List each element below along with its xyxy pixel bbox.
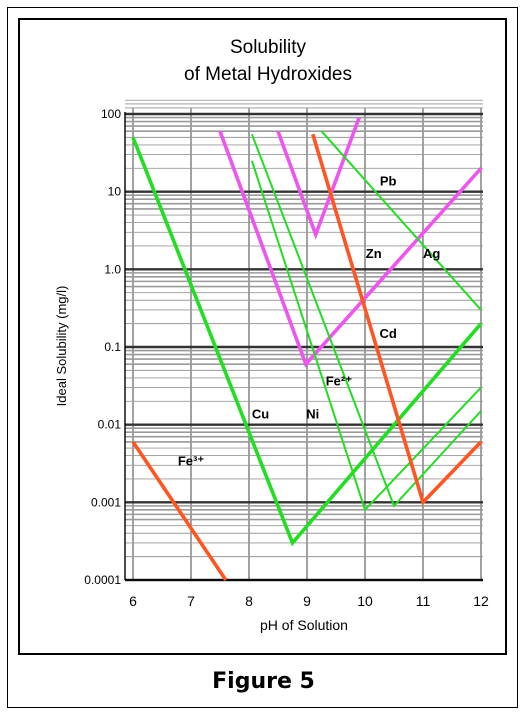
y-tick-label: 1.0 <box>104 262 121 276</box>
axes <box>124 112 483 581</box>
series-line-pb <box>276 116 361 240</box>
x-tick-label: 12 <box>473 593 489 609</box>
x-tick-label: 10 <box>357 593 373 609</box>
series-line-fe3plus <box>131 440 228 582</box>
y-tick-label: 0.001 <box>91 495 121 509</box>
x-tick-label: 8 <box>245 593 253 609</box>
series <box>131 116 483 582</box>
tick-labels: 6 7 8 9 10 11 12 0.0001 0.001 0.01 0.1 1.0 10 100 <box>84 107 489 609</box>
series-line-ag <box>320 130 482 311</box>
chart-panel <box>18 18 507 655</box>
chart-title-line-1: Solubility <box>230 37 307 58</box>
x-axis-label: pH of Solution <box>260 617 348 633</box>
x-tick-label: 11 <box>416 593 431 609</box>
series-line-zn <box>218 130 483 368</box>
figure-caption: Figure 5 <box>212 669 315 694</box>
y-tick-label: 0.0001 <box>84 573 121 587</box>
series-label: Zn <box>366 246 382 261</box>
series-label: Fe³⁺ <box>178 453 205 468</box>
series-label: Cu <box>252 407 269 422</box>
x-tick-label: 6 <box>129 593 137 609</box>
outer-frame <box>7 7 518 708</box>
series-label: Ni <box>306 407 319 422</box>
series-line-ni <box>250 160 482 512</box>
x-tick-label: 7 <box>187 593 195 609</box>
series-line-cd <box>311 133 483 506</box>
y-tick-label: 100 <box>101 107 121 121</box>
series-label: Pb <box>380 174 397 189</box>
solubility-chart: Solubility of Metal Hydroxides 6 7 8 9 10 11 1… <box>54 37 489 633</box>
y-tick-label: 0.1 <box>104 340 121 354</box>
chart-title-line-2: of Metal Hydroxides <box>184 64 352 85</box>
series-label: Ag <box>423 246 440 261</box>
series-line-fe2plus <box>250 133 482 508</box>
series-labels: Fe³⁺ Cu Pb Zn Ni Fe²⁺ Cd Ag <box>178 174 441 469</box>
y-axis-label: Ideal Solubility (mg/l) <box>54 286 69 407</box>
series-label: Cd <box>380 326 397 341</box>
y-tick-label: 10 <box>108 185 122 199</box>
x-tick-label: 9 <box>303 593 311 609</box>
y-tick-label: 0.01 <box>98 418 122 432</box>
series-label: Fe²⁺ <box>326 373 353 388</box>
series-line-cu <box>131 136 483 547</box>
